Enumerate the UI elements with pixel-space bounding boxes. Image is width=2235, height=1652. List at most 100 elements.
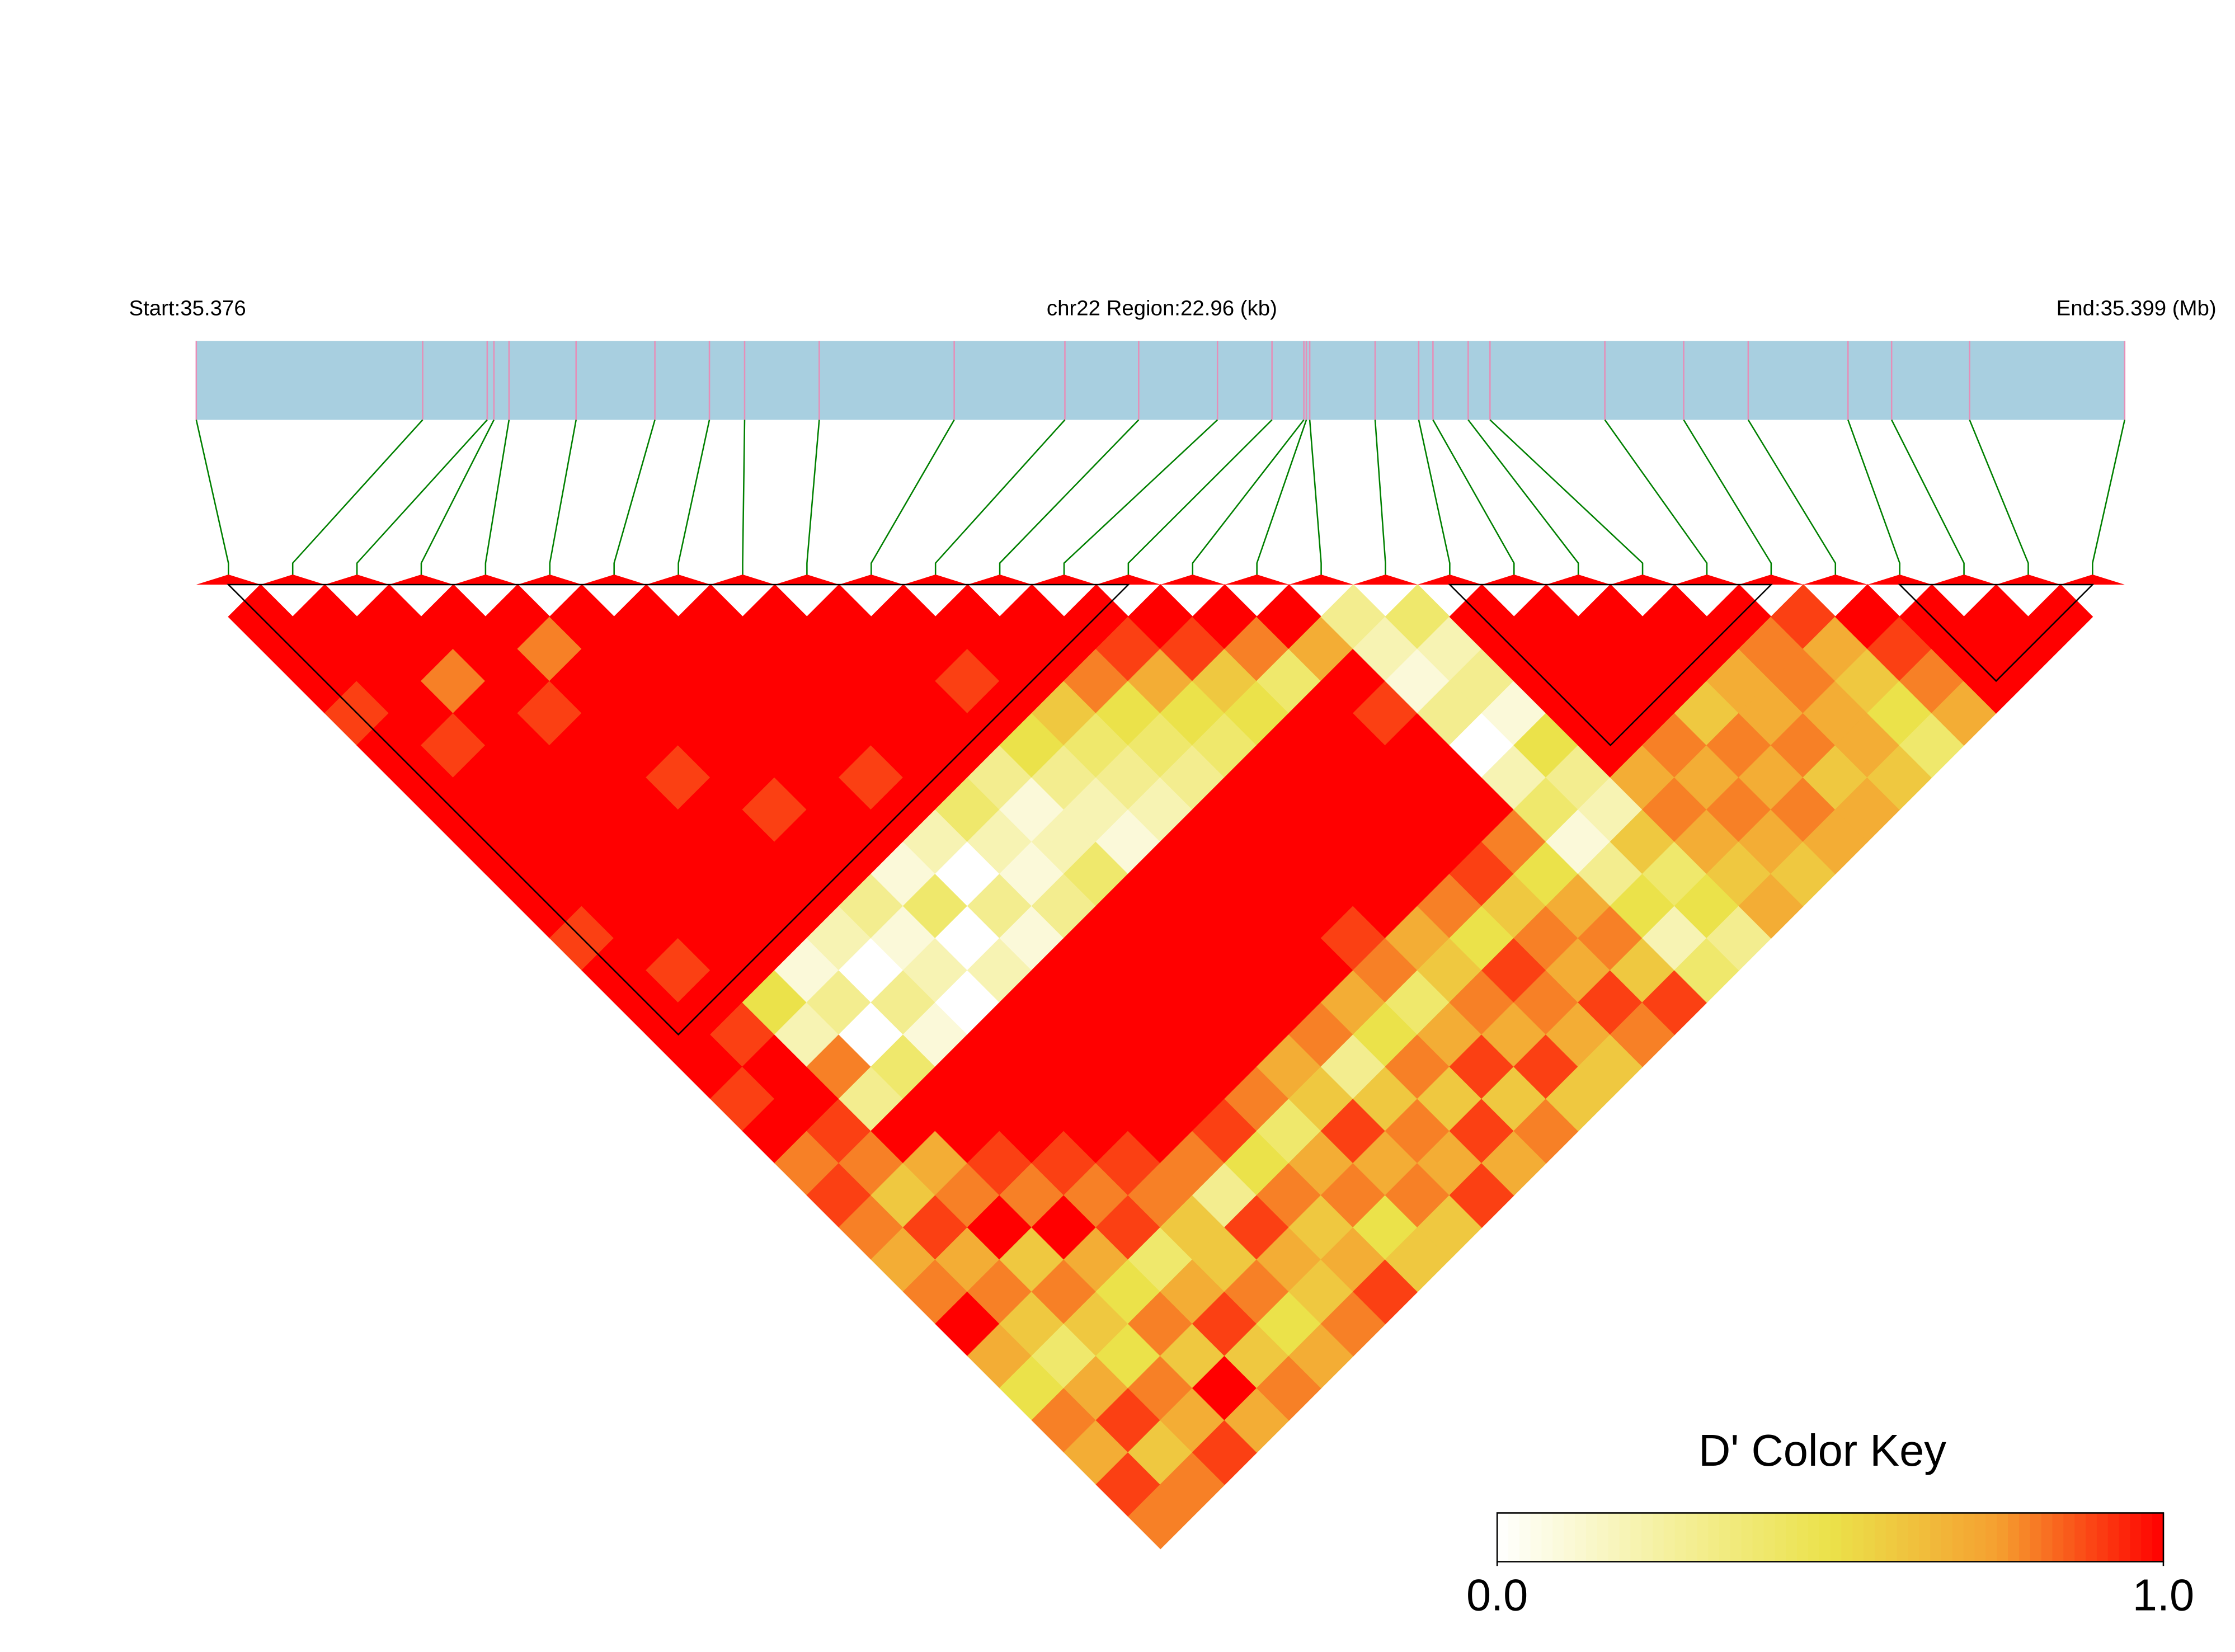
snp-tip [196, 575, 261, 585]
region-label: chr22 Region:22.96 (kb) [1047, 296, 1277, 321]
snp-connector [1192, 419, 1305, 578]
snp-connector [1256, 420, 1307, 578]
color-key-swatch [1997, 1513, 2009, 1562]
snp-connector [1683, 419, 1772, 578]
color-key-swatch [1852, 1513, 1865, 1562]
snp-tip [711, 575, 775, 585]
color-key-swatch [1719, 1513, 1731, 1562]
snp-connector [195, 420, 229, 578]
color-key-swatch [1930, 1513, 1942, 1562]
ld-block [1448, 583, 1773, 747]
snp-tip [1867, 575, 1932, 585]
color-key-swatch [1564, 1513, 1576, 1562]
color-key-swatch [1585, 1513, 1598, 1562]
color-key-swatch [1985, 1513, 1998, 1562]
snp-connector [291, 419, 424, 578]
snp-tip [1739, 575, 1804, 585]
color-key-swatch [1730, 1513, 1743, 1562]
color-key-swatch [1519, 1513, 1531, 1562]
color-key-swatch [1497, 1513, 1509, 1562]
color-key-swatch [2141, 1513, 2153, 1562]
color-key-frame [1496, 1512, 2165, 1562]
color-key-swatch [2041, 1513, 2053, 1562]
snp-tip [1996, 575, 2060, 585]
snp-connector [420, 419, 495, 578]
color-key-swatch [2063, 1513, 2076, 1562]
color-key-swatch [1674, 1513, 1687, 1562]
color-key-swatch [1708, 1513, 1720, 1562]
snp-connector [484, 420, 510, 578]
snp-connector [1374, 420, 1386, 578]
color-key-swatch [2107, 1513, 2120, 1562]
color-key-swatch [1741, 1513, 1753, 1562]
snp-tip [260, 575, 325, 585]
color-key-swatch [1686, 1513, 1698, 1562]
color-key-swatch [1575, 1513, 1587, 1562]
snp-connector [1489, 419, 1644, 578]
color-key-swatch [1619, 1513, 1631, 1562]
snp-tip [1932, 575, 1997, 585]
snp-tip [1803, 575, 1868, 585]
color-key-swatch [2119, 1513, 2131, 1562]
color-key-swatch [1830, 1513, 1842, 1562]
snp-connector [1418, 420, 1451, 578]
snp-connector [1604, 419, 1708, 578]
snp-connector [1747, 419, 1837, 578]
color-key-swatch [1864, 1513, 1876, 1562]
snp-tip [1160, 575, 1225, 585]
snp-connector [549, 420, 577, 578]
color-key-swatch [2030, 1513, 2042, 1562]
color-key-swatch [1819, 1513, 1831, 1562]
snp-connector [1432, 419, 1515, 578]
snp-connector [934, 419, 1066, 578]
snp-tip [582, 575, 647, 585]
snp-connector [999, 419, 1140, 578]
color-key-swatch [1630, 1513, 1643, 1562]
position-bar [196, 341, 2125, 420]
color-key-swatch [1974, 1513, 1987, 1562]
color-key-swatch [1841, 1513, 1853, 1562]
snp-tip [1546, 575, 1611, 585]
start-label: Start:35.376 [129, 296, 246, 321]
snp-tip [1417, 575, 1482, 585]
snp-tip [389, 575, 454, 585]
color-key-swatch [1797, 1513, 1809, 1562]
color-key-swatch [1597, 1513, 1609, 1562]
color-key-swatch [2052, 1513, 2064, 1562]
color-key-swatch [2086, 1513, 2098, 1562]
snp-tip [1225, 575, 1290, 585]
color-key-title: D' Color Key [1698, 1425, 1946, 1475]
snp-tip [1610, 575, 1675, 585]
snp-tip [517, 575, 582, 585]
color-key-swatch [1608, 1513, 1620, 1562]
color-key-swatch [2074, 1513, 2087, 1562]
color-key-swatch [1775, 1513, 1787, 1562]
color-key-swatch [1552, 1513, 1565, 1562]
color-key-swatch [1786, 1513, 1798, 1562]
end-label: End:35.399 (Mb) [2057, 296, 2217, 321]
color-key-swatch [1941, 1513, 1954, 1562]
snp-tip [903, 575, 968, 585]
color-key-swatch [1752, 1513, 1765, 1562]
snp-tip [1481, 575, 1546, 585]
color-key-swatch [1508, 1513, 1521, 1562]
color-key-tick-label: 0.0 [1466, 1570, 1528, 1620]
color-key-swatch [1641, 1513, 1654, 1562]
color-key-swatch [1763, 1513, 1776, 1562]
snp-connector [1467, 419, 1579, 578]
snp-connector [742, 420, 746, 578]
color-key-swatch [1697, 1513, 1709, 1562]
snp-tip [839, 575, 904, 585]
color-key-swatch [2008, 1513, 2020, 1562]
color-key-tick-label: 1.0 [2133, 1570, 2194, 1620]
color-key-swatch [1963, 1513, 1975, 1562]
snp-tip [1096, 575, 1161, 585]
color-key-swatch [1530, 1513, 1542, 1562]
color-key-swatch [2130, 1513, 2142, 1562]
snp-tip [774, 575, 839, 585]
snp-tip [1032, 575, 1097, 585]
snp-connector [2092, 420, 2126, 578]
snp-connector [806, 420, 820, 578]
snp-tip [453, 575, 518, 585]
color-key-swatch [1908, 1513, 1920, 1562]
